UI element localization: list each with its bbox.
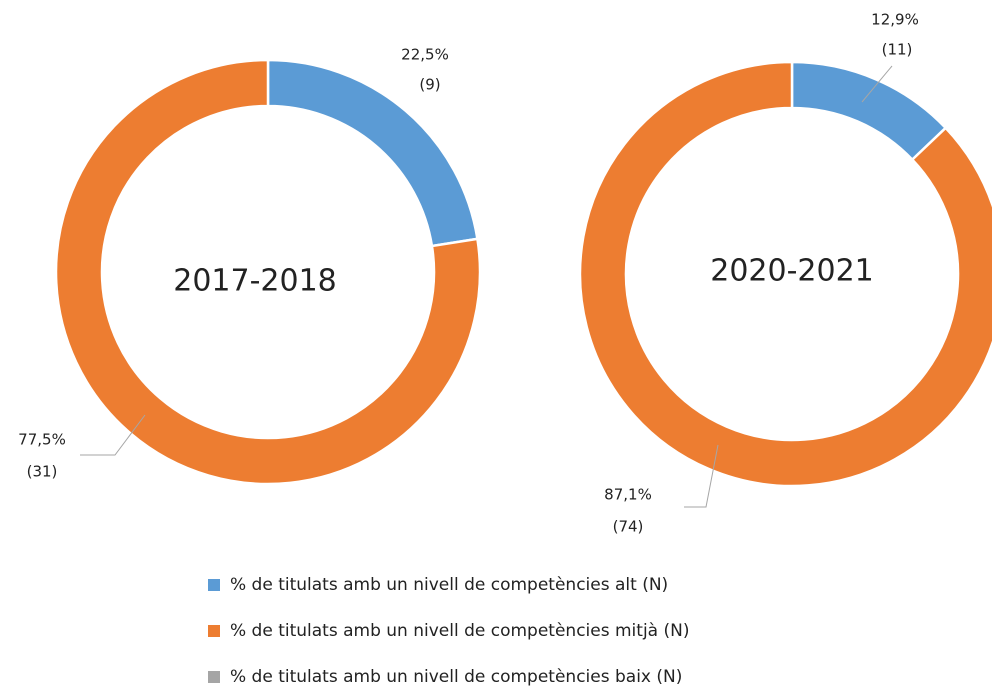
chart-title: 2020-2021 [710,254,874,289]
data-label: 87,1% [604,486,652,504]
count-label: (9) [419,76,440,94]
donut-segment [54,58,482,486]
donut-segment [266,58,479,248]
leader-line [861,65,893,103]
legend-label: % de titulats amb un nivell de competènc… [230,621,689,641]
count-label: (31) [27,463,58,481]
count-label: (11) [882,41,913,59]
legend-label: % de titulats amb un nivell de competènc… [230,575,668,595]
data-label: 12,9% [871,11,919,29]
chart-title: 2017-2018 [173,264,337,299]
donut-segment [578,60,992,488]
legend-label: % de titulats amb un nivell de competènc… [230,667,682,687]
legend-swatch [208,579,220,591]
legend-swatch [208,671,220,683]
legend-swatch [208,625,220,637]
data-label: 22,5% [401,46,449,64]
count-label: (74) [613,518,644,536]
leader-line [80,414,146,456]
donut-segment [790,60,948,162]
data-label: 77,5% [18,431,66,449]
leader-line [684,444,719,508]
